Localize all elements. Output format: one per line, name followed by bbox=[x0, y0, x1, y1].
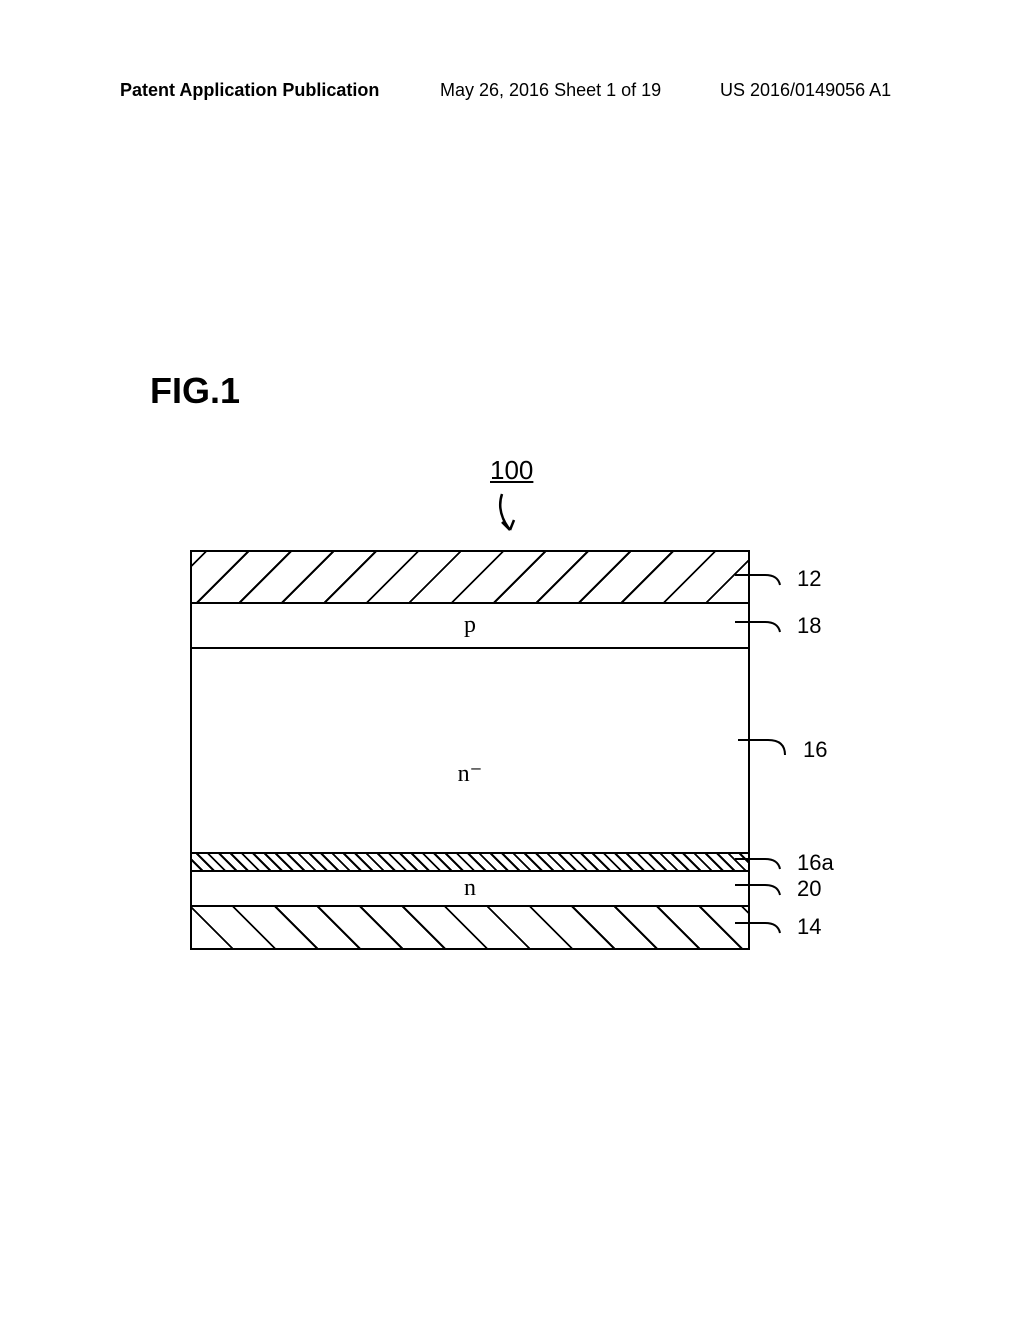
header-right: US 2016/0149056 A1 bbox=[720, 80, 891, 101]
callout-18: 18 bbox=[797, 613, 821, 639]
header-left: Patent Application Publication bbox=[120, 80, 379, 101]
callout-12: 12 bbox=[797, 566, 821, 592]
page: Patent Application Publication May 26, 2… bbox=[0, 0, 1024, 1320]
leader-lines bbox=[190, 550, 890, 970]
figure-label: FIG.1 bbox=[150, 370, 240, 412]
callout-14: 14 bbox=[797, 914, 821, 940]
callout-20: 20 bbox=[797, 876, 821, 902]
reference-number: 100 bbox=[490, 455, 533, 486]
reference-arrow bbox=[490, 490, 530, 540]
callout-16a: 16a bbox=[797, 850, 834, 876]
callout-16: 16 bbox=[803, 737, 827, 763]
header-center: May 26, 2016 Sheet 1 of 19 bbox=[440, 80, 661, 101]
